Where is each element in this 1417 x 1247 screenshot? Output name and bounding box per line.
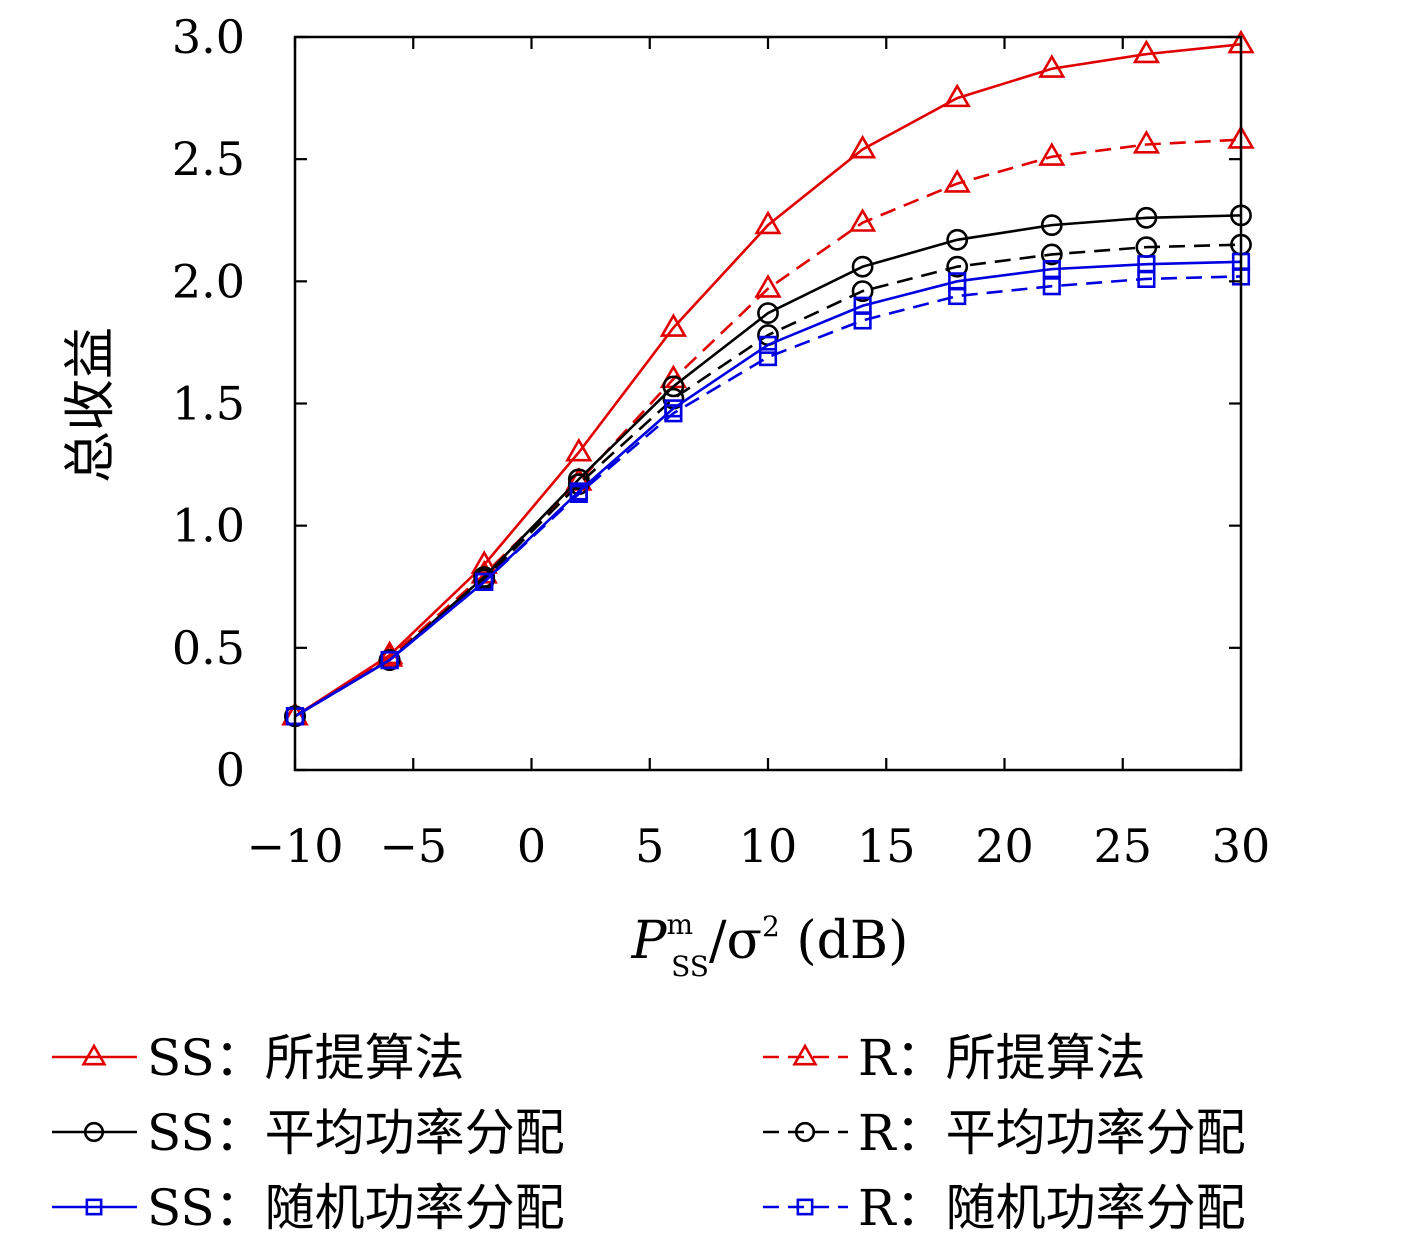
data-point-3-1: [378, 649, 401, 671]
x-tick-label-7: 25: [1093, 819, 1152, 873]
series-line-0: [294, 43, 1242, 718]
legend-label-1: R：所提算法: [858, 1029, 1146, 1087]
data-point-1-8: [1038, 142, 1066, 166]
y-tick-label-0: 0: [216, 743, 245, 797]
data-point-5-4: [664, 404, 683, 423]
x-axis-label: Pm SS/σ2 (dB): [631, 908, 909, 983]
legend-entry-3: R：平均功率分配: [763, 1104, 1246, 1162]
y-tick-label-2: 1.0: [172, 499, 245, 553]
data-point-0-3: [565, 437, 593, 462]
x-tick-label-6: 20: [975, 819, 1034, 873]
x-tick-label-4: 10: [739, 819, 798, 873]
series-line-1: [294, 138, 1242, 718]
legend-label-0: SS：所提算法: [147, 1029, 465, 1087]
y-axis-label: 总收益: [61, 327, 121, 483]
data-point-5-5: [758, 347, 778, 367]
x-tick-label-3: 5: [635, 819, 664, 873]
data-point-4-5: [758, 335, 778, 354]
data-point-0-4: [659, 313, 688, 337]
series-0: [281, 29, 1255, 726]
legend-marker-1: [792, 1043, 818, 1066]
y-tick-label-6: 3.0: [172, 10, 245, 64]
series-line-2: [294, 214, 1242, 718]
x-label-sub: SS: [671, 950, 709, 983]
data-point-0-7: [943, 83, 971, 108]
data-point-0-6: [848, 134, 877, 159]
legend: SS：所提算法 R：所提算法 SS：平均功率分配 R：平均功率分配 SS：随机功率分配 R…: [52, 1029, 1246, 1237]
data-point-5-3: [569, 484, 588, 504]
data-point-0-5: [754, 210, 782, 235]
plot-frame: [293, 35, 1243, 772]
series-line-4: [294, 260, 1242, 718]
x-label-rest: /σ: [709, 911, 762, 971]
legend-marker-5: [796, 1198, 814, 1216]
series-1: [281, 125, 1255, 726]
series-line-5: [294, 275, 1242, 718]
plot-area: [281, 29, 1255, 728]
data-point-5-6: [853, 311, 872, 330]
x-label-sup: m: [667, 908, 694, 941]
series-3: [284, 233, 1252, 728]
legend-marker-0: [81, 1043, 107, 1066]
x-tick-label-1: −5: [379, 819, 447, 873]
data-point-0-9: [1132, 39, 1161, 64]
x-label-rest-sup: 2: [762, 910, 780, 943]
legend-label-3: R：平均功率分配: [858, 1104, 1246, 1162]
data-point-3-7: [946, 255, 969, 278]
data-point-3-8: [1040, 243, 1063, 266]
x-tick-label-5: 15: [857, 819, 916, 873]
y-tick-label-3: 1.5: [172, 377, 245, 431]
y-tick-label-1: 0.5: [172, 621, 245, 675]
legend-entry-0: SS：所提算法: [52, 1029, 465, 1087]
data-point-1-5: [754, 274, 782, 298]
legend-marker-3: [794, 1121, 816, 1143]
data-point-0-8: [1038, 54, 1066, 78]
legend-entry-2: SS：平均功率分配: [52, 1104, 565, 1162]
data-point-5-1: [380, 650, 399, 670]
data-point-1-9: [1132, 129, 1161, 154]
legend-entry-5: R：随机功率分配: [763, 1179, 1246, 1237]
x-label-main: P: [631, 911, 668, 971]
series-2: [284, 204, 1252, 728]
axes: −10 −5 0 5 10 15 20 25 30 0 0.5 1.0 1.5 2.0 2.5 3.0: [172, 10, 1270, 873]
data-point-2-6: [851, 255, 874, 278]
y-tick-label-5: 2.5: [172, 132, 245, 186]
data-point-0-2: [470, 550, 498, 574]
data-point-2-4: [662, 375, 685, 398]
data-point-4-8: [1042, 260, 1061, 279]
data-point-2-5: [757, 302, 779, 324]
data-point-1-6: [848, 208, 877, 232]
data-point-5-7: [948, 286, 967, 306]
legend-label-5: R：随机功率分配: [858, 1179, 1246, 1237]
data-point-5-9: [1137, 269, 1156, 288]
x-tick-label-0: −10: [246, 819, 343, 873]
data-point-5-8: [1042, 277, 1061, 296]
legend-entry-1: R：所提算法: [763, 1029, 1146, 1087]
legend-entry-4: SS：随机功率分配: [52, 1179, 565, 1237]
data-point-3-6: [851, 280, 874, 303]
data-point-2-9: [1135, 206, 1158, 229]
data-point-2-8: [1040, 214, 1063, 237]
legend-label-2: SS：平均功率分配: [147, 1104, 565, 1162]
series-line-3: [294, 243, 1242, 718]
x-tick-label-2: 0: [517, 819, 546, 873]
legend-label-4: SS：随机功率分配: [147, 1179, 565, 1237]
y-tick-label-4: 2.0: [172, 254, 245, 308]
x-label-unit: (dB): [780, 911, 909, 971]
data-point-5-2: [475, 572, 494, 591]
legend-marker-4: [85, 1198, 103, 1216]
x-tick-label-8: 30: [1212, 819, 1271, 873]
legend-marker-2: [83, 1121, 105, 1143]
data-point-1-7: [943, 168, 971, 193]
data-point-2-7: [946, 228, 969, 251]
